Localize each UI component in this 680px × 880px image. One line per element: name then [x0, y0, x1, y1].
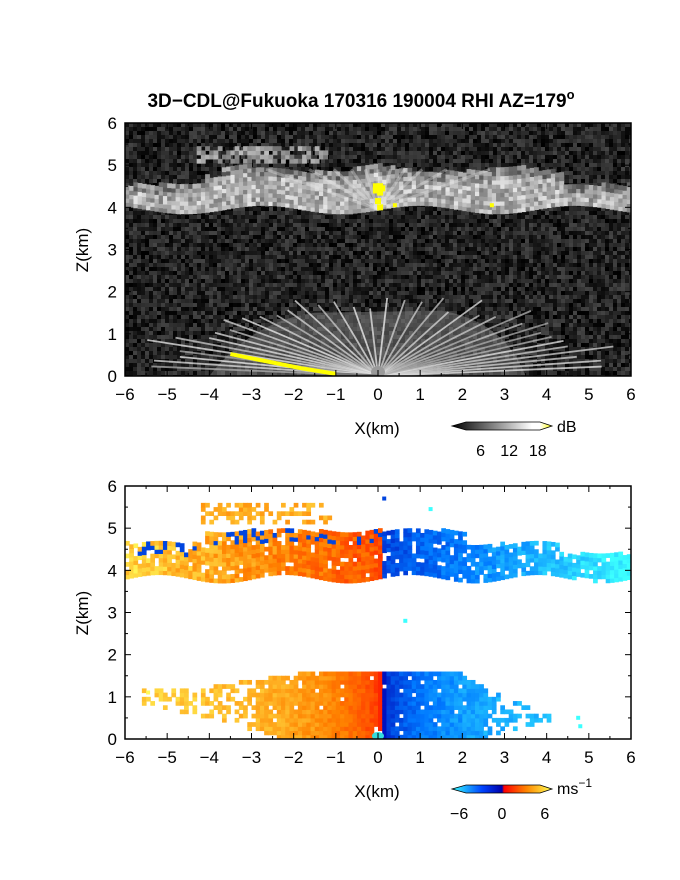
velocity-y-axis-label: Z(km): [73, 591, 92, 635]
reflectivity-ground-clutter: [230, 352, 337, 376]
x-tick-label: 4: [542, 385, 551, 404]
y-tick-label: 4: [108, 198, 117, 217]
x-tick-label: −3: [242, 385, 261, 404]
velocity-panel: −6 −5 −4 −3 −2 −1 0 1 2 3 4 5 6 0 1 2 3 4 5 6 Z(km) X(km) m…: [73, 477, 636, 823]
reflectivity-colorbar-tick-label: 12: [500, 443, 518, 460]
y-tick-label: 6: [108, 114, 117, 133]
velocity-upper-layer: [125, 502, 631, 584]
reflectivity-upper-layer: [125, 146, 631, 215]
velocity-colorbar-tick-label: 0: [498, 806, 507, 823]
x-tick-label: 3: [500, 385, 509, 404]
x-tick-label: 6: [626, 385, 635, 404]
y-tick-label: 2: [108, 283, 117, 302]
x-tick-label: −5: [157, 385, 176, 404]
x-tick-label: 3: [500, 748, 509, 767]
velocity-colorbar-tick-label: −6: [450, 806, 468, 823]
x-tick-label: −6: [115, 748, 134, 767]
x-tick-label: −4: [200, 385, 219, 404]
velocity-colorbar-unit: ms−1: [557, 776, 592, 798]
y-tick-label: 5: [108, 156, 117, 175]
reflectivity-y-axis-label: Z(km): [73, 228, 92, 272]
velocity-colorbar-bar: [450, 784, 554, 794]
x-tick-label: −2: [284, 385, 303, 404]
x-tick-label: 0: [373, 385, 382, 404]
reflectivity-colorbar-tick-label: 6: [476, 443, 485, 460]
reflectivity-colorbar-unit: dB: [557, 419, 577, 436]
velocity-data-layer: [125, 496, 631, 739]
x-tick-label: −2: [284, 748, 303, 767]
x-tick-label: 2: [458, 385, 467, 404]
x-tick-label: −5: [157, 748, 176, 767]
y-tick-label: 1: [108, 688, 117, 707]
x-tick-label: 1: [415, 385, 424, 404]
x-tick-label: 4: [542, 748, 551, 767]
y-tick-label: 2: [108, 646, 117, 665]
reflectivity-colorbar-tick-label: 18: [529, 443, 547, 460]
x-tick-label: 1: [415, 748, 424, 767]
x-tick-label: −6: [115, 385, 134, 404]
reflectivity-data-layer: [125, 123, 631, 376]
reflectivity-lower-fan: [147, 297, 614, 376]
velocity-x-axis-label: X(km): [354, 782, 399, 801]
velocity-lower-fan: [141, 496, 583, 739]
x-tick-label: −1: [326, 385, 345, 404]
x-tick-label: 5: [584, 385, 593, 404]
x-tick-label: 5: [584, 748, 593, 767]
x-tick-label: 6: [626, 748, 635, 767]
x-tick-label: −4: [200, 748, 219, 767]
y-tick-label: 6: [108, 477, 117, 496]
x-tick-label: −3: [242, 748, 261, 767]
x-tick-label: −1: [326, 748, 345, 767]
reflectivity-colorbar-bar: [450, 421, 554, 431]
reflectivity-noise: [125, 123, 631, 376]
y-tick-label: 4: [108, 561, 117, 580]
y-tick-label: 0: [108, 367, 117, 386]
x-tick-label: 2: [458, 748, 467, 767]
reflectivity-colorbar: dB 6 12 18: [450, 419, 577, 460]
y-tick-label: 3: [108, 241, 117, 260]
x-tick-label: 0: [373, 748, 382, 767]
reflectivity-x-axis-label: X(km): [354, 419, 399, 438]
y-tick-label: 1: [108, 325, 117, 344]
y-tick-label: 3: [108, 604, 117, 623]
velocity-colorbar: ms−1 −6 0 6: [450, 776, 592, 823]
y-tick-label: 5: [108, 519, 117, 538]
reflectivity-strong-echo: [372, 183, 494, 211]
y-tick-label: 0: [108, 730, 117, 749]
figure-title: 3D−CDL@Fukuoka 170316 190004 RHI AZ=179o: [147, 87, 574, 112]
reflectivity-ticks: −6 −5 −4 −3 −2 −1 0 1 2 3 4 5 6 0 1 2 3 4 5 6: [108, 114, 636, 404]
velocity-colorbar-tick-label: 6: [540, 806, 549, 823]
velocity-ticks: −6 −5 −4 −3 −2 −1 0 1 2 3 4 5 6 0 1 2 3 4 5 6: [108, 477, 636, 767]
